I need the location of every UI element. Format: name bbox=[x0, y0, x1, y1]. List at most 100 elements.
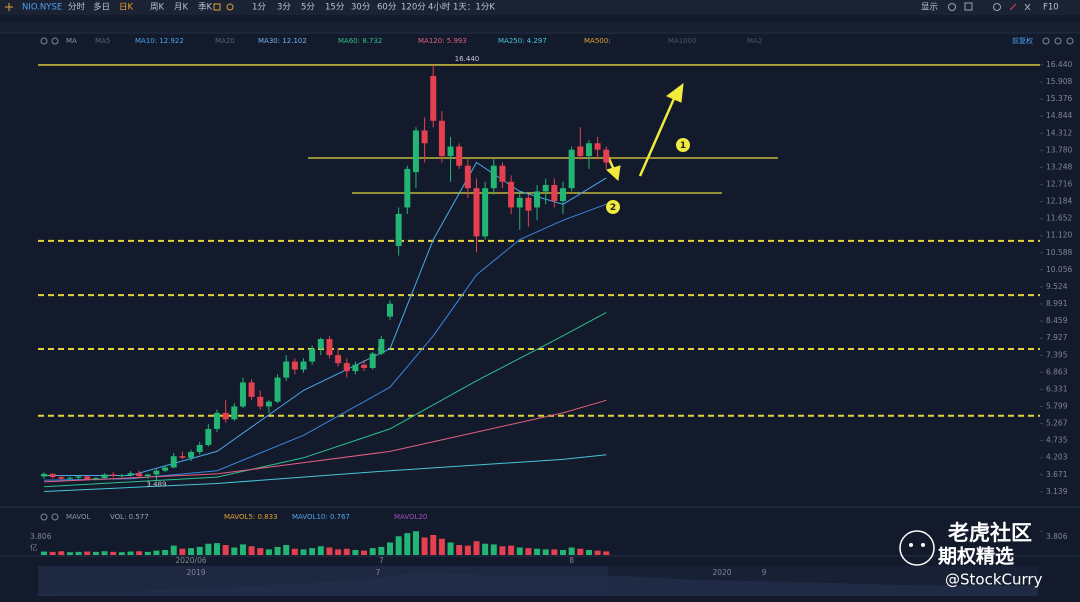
toolbar-tab[interactable]: 月K bbox=[174, 3, 189, 13]
volume-bar bbox=[75, 551, 82, 555]
x-tick-label: 8 bbox=[569, 556, 574, 565]
tool-icon[interactable] bbox=[948, 3, 956, 11]
volume-bar bbox=[153, 550, 160, 555]
legend-entry[interactable]: MA500: bbox=[584, 37, 611, 45]
candle-body bbox=[412, 130, 419, 173]
candle-body bbox=[300, 361, 307, 370]
volume-bar bbox=[421, 537, 428, 555]
volume-bar bbox=[84, 551, 91, 555]
candle-body bbox=[231, 406, 238, 420]
volume-bar bbox=[542, 549, 549, 555]
candle-body bbox=[110, 474, 117, 476]
zoom-icon[interactable] bbox=[1054, 37, 1062, 45]
toolbar-tab[interactable]: 60分 bbox=[377, 3, 397, 13]
level-label: 16.440 bbox=[455, 55, 480, 63]
candle-body bbox=[534, 191, 541, 208]
candle-body bbox=[404, 168, 411, 208]
toolbar-tab[interactable]: 分时 bbox=[68, 2, 86, 13]
candle-body bbox=[196, 444, 203, 453]
y-tick-label: 11.652 bbox=[1046, 214, 1072, 223]
legend-entry[interactable]: MA20 bbox=[215, 37, 235, 45]
candle-body bbox=[594, 143, 601, 150]
toolbar-tab[interactable]: 120分 bbox=[401, 3, 426, 13]
y-tick-label: 16.440 bbox=[1046, 60, 1072, 69]
legend-entry[interactable]: MA60: 8.732 bbox=[338, 37, 382, 45]
volume-bar bbox=[577, 548, 584, 555]
legend-entry[interactable]: MA30: 12.102 bbox=[258, 37, 307, 45]
candle-body bbox=[395, 213, 402, 246]
volume-tick-label: 3.806 bbox=[30, 532, 52, 541]
candle-body bbox=[153, 470, 160, 475]
volume-bar bbox=[499, 546, 506, 555]
arrow-up bbox=[638, 93, 678, 177]
navigator-label: 7 bbox=[376, 568, 381, 577]
settings-icon[interactable] bbox=[40, 513, 48, 521]
symbol[interactable]: NIO.NYSE bbox=[22, 3, 62, 13]
toolbar-tab[interactable]: 1分 bbox=[252, 3, 266, 13]
volume-bar bbox=[300, 549, 307, 555]
volume-bar bbox=[508, 545, 515, 555]
adjust[interactable]: 前复权 bbox=[1012, 36, 1033, 45]
arrow-head bbox=[606, 165, 621, 182]
annotation-marker bbox=[606, 200, 620, 214]
volume-bar bbox=[118, 552, 125, 555]
volume-bar bbox=[534, 548, 541, 555]
tool-icon[interactable] bbox=[964, 2, 973, 11]
volume-bar bbox=[66, 552, 73, 555]
legend-entry[interactable]: MA5 bbox=[95, 37, 110, 45]
legend-entry[interactable]: MA1000 bbox=[668, 37, 697, 45]
eye-icon[interactable] bbox=[51, 37, 59, 45]
y-tick-label: 4.203 bbox=[1046, 453, 1068, 462]
toolbar-tab[interactable]: 5分 bbox=[301, 3, 315, 13]
candle-body bbox=[239, 382, 246, 407]
toolbar-icons[interactable] bbox=[5, 2, 1074, 521]
move-icon[interactable] bbox=[5, 3, 13, 11]
candle-body bbox=[525, 197, 532, 211]
tool-icon[interactable] bbox=[226, 3, 234, 11]
watermark: 老虎社区 期权精选 @StockCurry bbox=[899, 521, 1043, 589]
volume-unit: 亿 bbox=[30, 542, 38, 552]
legend-entry[interactable]: MA120: 5.993 bbox=[418, 37, 467, 45]
settings-icon[interactable] bbox=[40, 37, 48, 45]
tool-icon[interactable] bbox=[993, 3, 1001, 11]
toolbar-tab[interactable]: 周K bbox=[150, 3, 165, 13]
candle-body bbox=[283, 361, 290, 378]
candle-body bbox=[309, 348, 316, 362]
toolbar-tab[interactable]: 15分 bbox=[325, 3, 345, 13]
candle-body bbox=[568, 149, 575, 189]
tool-icon[interactable] bbox=[213, 3, 221, 11]
toolbar-right[interactable]: 显示 bbox=[921, 3, 938, 13]
tool-icon[interactable] bbox=[1024, 3, 1031, 11]
toolbar-tab[interactable]: 30分 bbox=[351, 3, 371, 13]
toolbar-tab[interactable]: 4小时 bbox=[428, 2, 451, 13]
volume-bar bbox=[335, 549, 342, 555]
toolbar-tab[interactable]: 日K bbox=[119, 3, 134, 13]
toolbar-tab[interactable]: 季K bbox=[198, 2, 213, 13]
reset-icon[interactable] bbox=[1042, 37, 1050, 45]
legend-entry[interactable]: MA10: 12.922 bbox=[135, 37, 184, 45]
volume-bar bbox=[387, 542, 393, 555]
candle-body bbox=[84, 476, 91, 480]
volume-bar bbox=[404, 533, 411, 555]
legend-entry[interactable]: MA250: 4.297 bbox=[498, 37, 547, 45]
candle-body bbox=[387, 303, 393, 317]
zoom-icon[interactable] bbox=[1066, 37, 1074, 45]
eye-icon[interactable] bbox=[51, 513, 59, 521]
y-tick-label: 8.459 bbox=[1046, 316, 1068, 325]
y-tick-label: 3.671 bbox=[1046, 470, 1068, 479]
volume-bar bbox=[309, 548, 316, 555]
volume-bar bbox=[585, 550, 592, 555]
candle-body bbox=[516, 197, 523, 208]
toolbar-tab[interactable]: 3分 bbox=[277, 3, 291, 13]
legend-entry[interactable]: MA2 bbox=[747, 37, 762, 45]
tool-icon[interactable] bbox=[1009, 3, 1017, 11]
toolbar-tab[interactable]: 1天：1分K bbox=[453, 3, 495, 13]
watermark-icon bbox=[909, 543, 913, 547]
volume-bar bbox=[196, 546, 203, 555]
candle-body bbox=[257, 396, 264, 407]
candle-body bbox=[326, 339, 333, 356]
y-tick-label: 14.844 bbox=[1046, 111, 1072, 120]
toolbar-right[interactable]: F10 bbox=[1043, 3, 1059, 13]
toolbar-tab[interactable]: 多日 bbox=[93, 2, 110, 13]
